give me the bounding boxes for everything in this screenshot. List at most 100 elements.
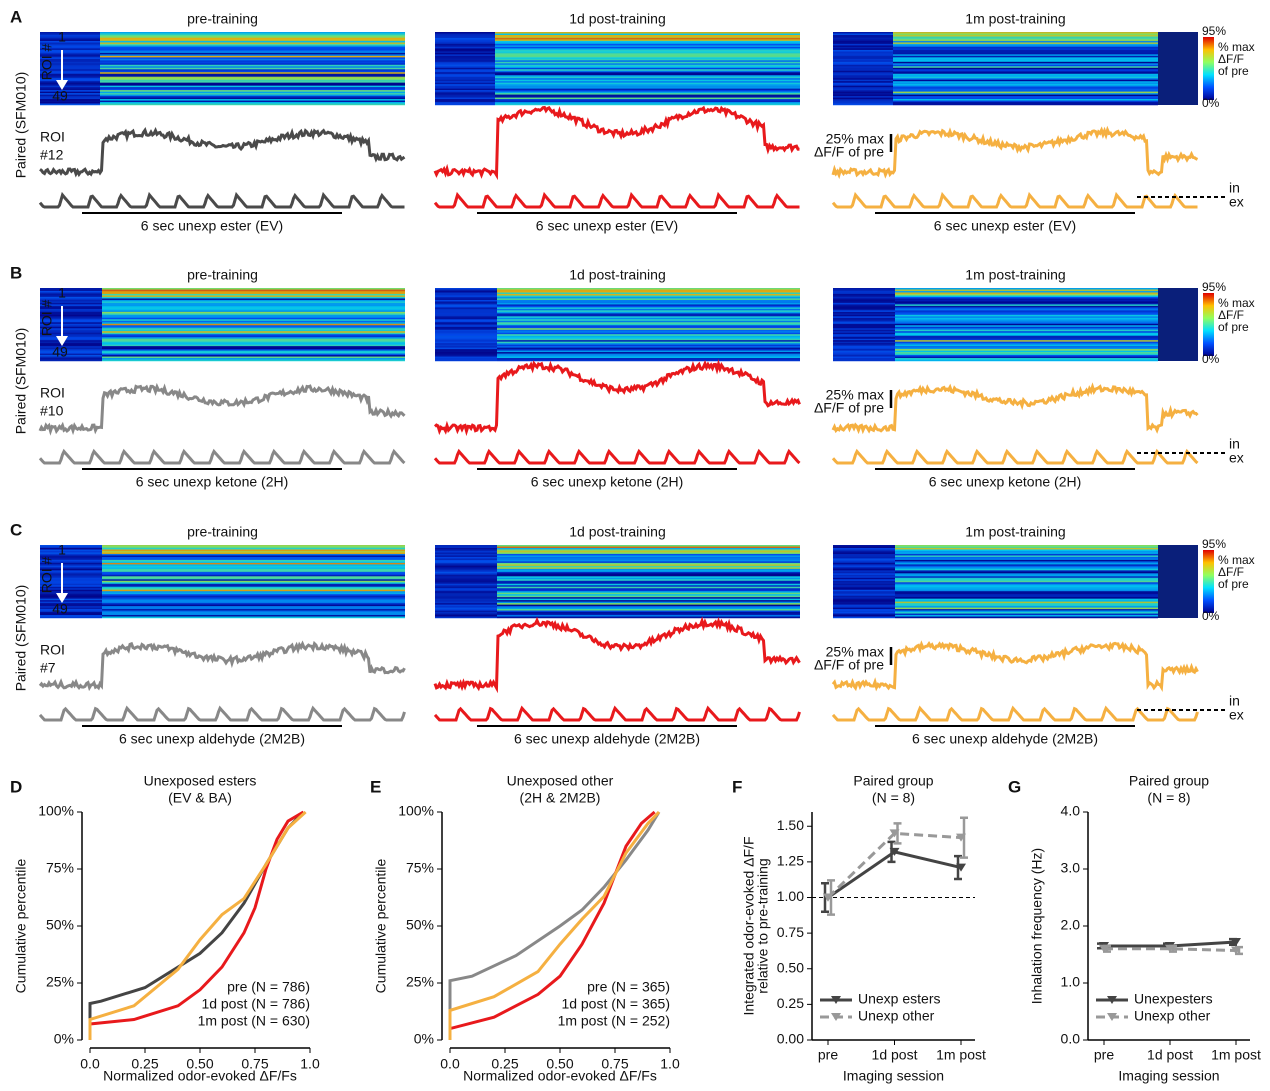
heatmap-row bbox=[102, 585, 405, 588]
heatmap-row bbox=[895, 310, 1158, 313]
series-line bbox=[448, 811, 661, 1040]
marker bbox=[1165, 944, 1175, 953]
heatmap-row bbox=[497, 591, 800, 593]
roi-arrowhead bbox=[56, 80, 68, 90]
column-title: pre-training bbox=[187, 267, 258, 283]
heatmap-row bbox=[895, 347, 1158, 350]
heatmap-row-base bbox=[435, 90, 495, 92]
heatmap-row-base bbox=[833, 32, 893, 34]
heatmap bbox=[40, 32, 405, 106]
heatmap-row bbox=[497, 558, 800, 561]
heatmap-row bbox=[495, 85, 800, 88]
heatmap-row bbox=[895, 570, 1158, 573]
heatmap-row bbox=[497, 604, 800, 607]
heatmap-row bbox=[497, 594, 800, 596]
heatmap-row bbox=[100, 94, 405, 97]
heatmap-row bbox=[102, 570, 405, 573]
heatmap-row-base bbox=[40, 346, 102, 348]
heatmap-row-base bbox=[435, 547, 497, 550]
heatmap-row-base bbox=[833, 601, 895, 604]
heatmap-row-base bbox=[40, 293, 102, 296]
heatmap-row bbox=[495, 61, 800, 64]
fluorescence-trace bbox=[831, 382, 1199, 435]
heatmap-row bbox=[102, 316, 405, 319]
heatmap-row bbox=[495, 52, 800, 55]
heatmap-row-base bbox=[40, 332, 102, 335]
heatmap-row-base bbox=[435, 97, 495, 100]
x-tick-label: 0.25 bbox=[131, 1056, 158, 1072]
heatmap-row-base bbox=[833, 546, 895, 549]
heatmap-row-base bbox=[833, 564, 895, 567]
heatmap-row-base bbox=[833, 589, 895, 592]
heatmap-row-base bbox=[435, 325, 497, 328]
heatmap-row bbox=[895, 356, 1158, 359]
heatmap-row-base bbox=[833, 45, 893, 48]
heatmap-row bbox=[893, 82, 1158, 85]
breath-label: ex bbox=[1229, 450, 1244, 466]
heatmap-row-base bbox=[40, 33, 100, 36]
heatmap-row bbox=[102, 352, 405, 354]
heatmap-row-base bbox=[40, 32, 100, 34]
chart-title: (N = 8) bbox=[872, 790, 915, 806]
heatmap-row bbox=[497, 610, 800, 613]
heatmap-row-base bbox=[435, 57, 495, 60]
heatmap-row bbox=[893, 36, 1158, 39]
heatmap-row bbox=[893, 91, 1158, 94]
heatmap-row bbox=[102, 338, 405, 341]
heatmap-row bbox=[100, 82, 405, 85]
odor-label: 6 sec unexp ketone (2H) bbox=[929, 474, 1082, 490]
heatmap-row bbox=[102, 343, 405, 345]
fluorescence-trace bbox=[433, 616, 801, 694]
heatmap-row bbox=[497, 561, 800, 564]
heatmap-row bbox=[100, 84, 405, 86]
roi-label: #7 bbox=[40, 660, 56, 676]
breath-label: ex bbox=[1229, 194, 1244, 210]
heatmap-row-base bbox=[435, 550, 497, 553]
heatmap-row-base bbox=[833, 43, 893, 46]
heatmap-row-base bbox=[40, 52, 100, 55]
heatmap-row bbox=[497, 547, 800, 550]
scale-label: 25% max bbox=[826, 131, 884, 147]
heatmap-row-base bbox=[435, 49, 495, 52]
heatmap-row-base bbox=[40, 326, 102, 329]
heatmap-row-base bbox=[833, 69, 893, 72]
heatmap-row-base bbox=[40, 61, 100, 64]
heatmap-row-base bbox=[435, 603, 497, 605]
scale-label: ΔF/F of pre bbox=[814, 400, 884, 416]
colorbar-label: of pre bbox=[1218, 320, 1249, 334]
heatmap-row bbox=[100, 34, 405, 37]
heatmap-row-base bbox=[435, 34, 495, 37]
heatmap-row bbox=[497, 588, 800, 590]
heatmap-row-base bbox=[40, 307, 102, 310]
heatmap-row bbox=[895, 338, 1158, 341]
heatmap-row-base bbox=[40, 323, 102, 326]
heatmap-row-base bbox=[40, 325, 102, 328]
heatmap-row-base bbox=[435, 103, 495, 106]
heatmap-row-base bbox=[833, 302, 895, 305]
heatmap-row bbox=[497, 589, 800, 592]
roi-last: 49 bbox=[52, 88, 68, 104]
heatmap-row-base bbox=[833, 94, 893, 97]
heatmap-row-base bbox=[40, 69, 100, 72]
heatmap-row bbox=[497, 340, 800, 342]
heatmap-row-base bbox=[833, 317, 895, 320]
heatmap-row-base bbox=[833, 78, 893, 80]
chart: G Paired group(N = 8) 0.0 1.0 2.0 3.0 4.0 pre 1d… bbox=[1008, 773, 1261, 1084]
heatmap-row-base bbox=[833, 34, 893, 37]
heatmap-row-base bbox=[833, 46, 893, 49]
heatmap-row bbox=[895, 319, 1158, 322]
y-axis-label: relative to pre-training bbox=[755, 858, 771, 993]
series-line bbox=[88, 810, 307, 1040]
heatmap-row bbox=[495, 96, 800, 98]
heatmap-row-base bbox=[833, 553, 895, 556]
heatmap-row-base bbox=[833, 39, 893, 42]
heatmap-row-base bbox=[40, 37, 100, 40]
heatmap-row-base bbox=[435, 346, 497, 348]
heatmap-row-base bbox=[833, 76, 893, 79]
heatmap-row bbox=[102, 326, 405, 329]
heatmap-row bbox=[102, 307, 405, 310]
heatmap-row bbox=[100, 85, 405, 88]
heatmap-row bbox=[497, 310, 800, 313]
heatmap-row-base bbox=[40, 313, 102, 316]
heatmap-row bbox=[100, 36, 405, 39]
